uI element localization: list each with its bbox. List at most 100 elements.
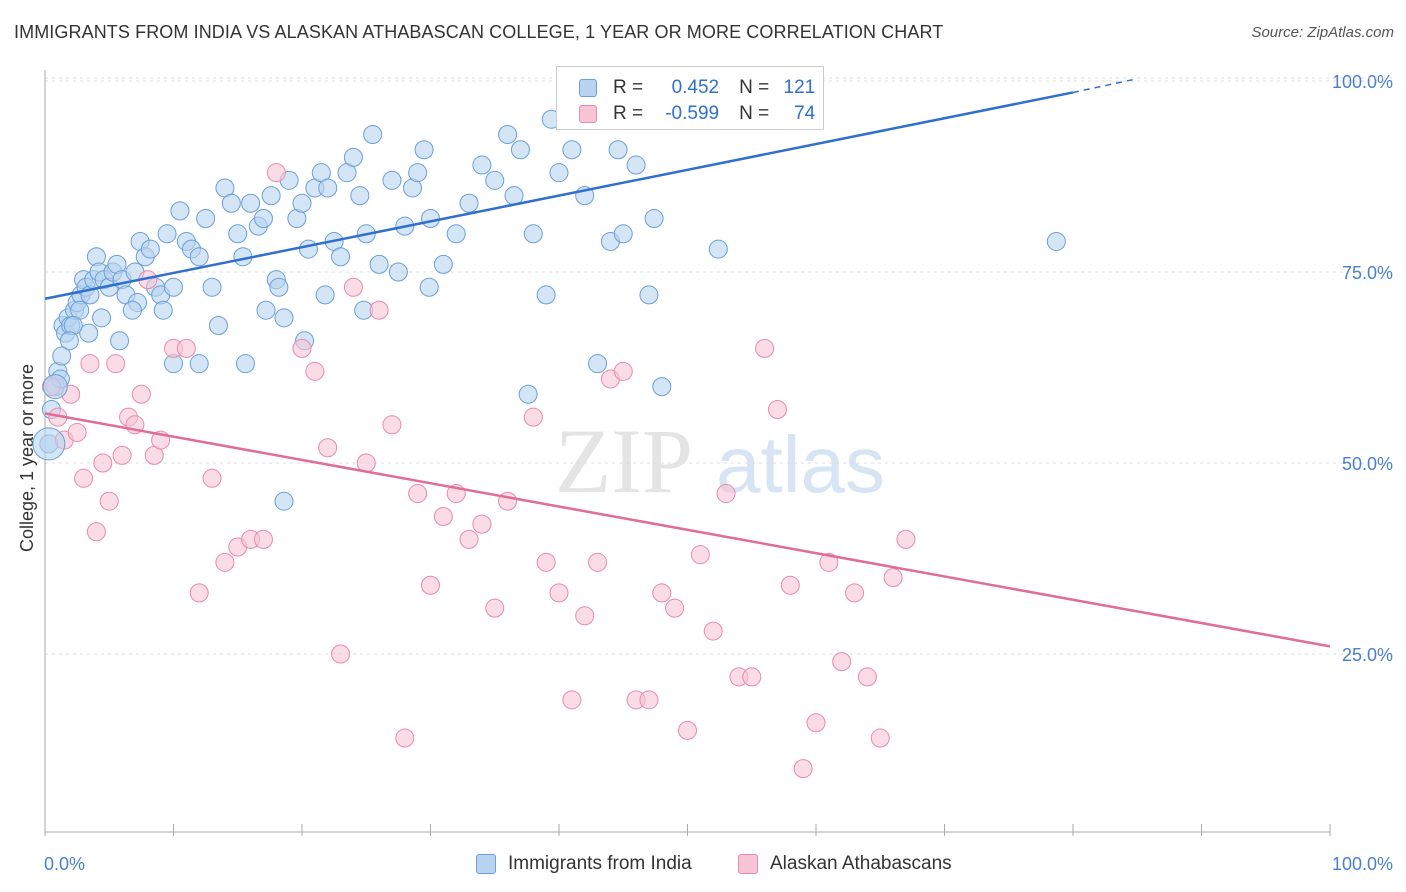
point-india <box>485 170 505 190</box>
trendline-india <box>44 91 1074 300</box>
legend-swatch-india <box>579 79 597 97</box>
point-india <box>122 300 142 320</box>
point-athabascan <box>613 361 633 381</box>
point-india <box>269 277 289 297</box>
point-athabascan <box>755 338 775 358</box>
point-india <box>708 239 728 259</box>
point-athabascan <box>588 552 608 572</box>
trendline-athabascan <box>44 412 1331 648</box>
y-tick-label: 50.0% <box>1342 454 1393 474</box>
legend-n-value-india: 121 <box>783 77 816 98</box>
point-india <box>414 140 434 160</box>
point-india <box>446 224 466 244</box>
point-athabascan <box>780 575 800 595</box>
legend-row-india: R = 0.452 N = 121 <box>579 75 815 101</box>
point-india <box>1046 231 1066 251</box>
point-athabascan <box>896 529 916 549</box>
point-india <box>253 209 273 229</box>
point-athabascan <box>639 690 659 710</box>
point-india <box>241 193 261 213</box>
legend-r-label: R = <box>613 103 644 124</box>
point-india <box>549 163 569 183</box>
point-india <box>363 124 383 144</box>
point-india <box>608 140 628 160</box>
point-india <box>140 239 160 259</box>
point-athabascan <box>433 506 453 526</box>
point-athabascan <box>665 598 685 618</box>
point-india <box>408 163 428 183</box>
point-athabascan <box>86 522 106 542</box>
point-athabascan <box>305 361 325 381</box>
point-india <box>459 193 479 213</box>
point-india <box>189 247 209 267</box>
point-athabascan <box>549 583 569 603</box>
point-india <box>92 308 112 328</box>
point-india <box>315 285 335 305</box>
legend-row-athabascan: R = -0.599 N = 74 <box>579 101 815 127</box>
point-athabascan <box>112 445 132 465</box>
point-india <box>504 186 524 206</box>
x-tick-label: 0.0% <box>44 854 85 874</box>
source-label: Source: ZipAtlas.com <box>1251 24 1394 41</box>
point-india <box>256 300 276 320</box>
point-india <box>274 491 294 511</box>
point-athabascan <box>369 300 389 320</box>
legend-r-label: R = <box>613 77 644 98</box>
y-tick-label: 100.0% <box>1332 72 1393 92</box>
point-india <box>110 331 130 351</box>
point-athabascan <box>318 438 338 458</box>
point-india <box>562 140 582 160</box>
point-india <box>523 224 543 244</box>
point-athabascan <box>93 453 113 473</box>
point-athabascan <box>215 552 235 572</box>
point-athabascan <box>832 652 852 672</box>
point-india <box>510 140 530 160</box>
point-athabascan <box>292 338 312 358</box>
bottom-legend-india: Immigrants from India <box>476 851 692 877</box>
point-india <box>274 308 294 328</box>
point-india <box>419 277 439 297</box>
legend-r-value-athabascan: -0.599 <box>665 103 720 124</box>
bottom-legend-swatch-india <box>476 854 496 874</box>
point-india <box>196 209 216 229</box>
point-athabascan <box>767 400 787 420</box>
y-tick-label: 75.0% <box>1342 263 1393 283</box>
point-athabascan <box>382 415 402 435</box>
point-india <box>644 209 664 229</box>
point-india <box>433 254 453 274</box>
legend-n-value-athabascan: 74 <box>794 103 816 124</box>
point-india-large <box>42 374 68 400</box>
point-athabascan <box>703 621 723 641</box>
point-athabascan <box>74 468 94 488</box>
point-athabascan <box>106 354 126 374</box>
point-athabascan <box>536 552 556 572</box>
bottom-legend-label-athabascan: Alaskan Athabascans <box>770 853 952 874</box>
point-india <box>228 224 248 244</box>
point-india-large <box>32 427 66 461</box>
point-athabascan <box>131 384 151 404</box>
bottom-legend-swatch-athabascan <box>738 854 758 874</box>
point-india <box>588 354 608 374</box>
point-athabascan <box>870 728 890 748</box>
point-athabascan <box>793 759 813 779</box>
point-india <box>52 346 72 366</box>
y-tick-label: 25.0% <box>1342 645 1393 665</box>
point-india <box>388 262 408 282</box>
point-athabascan <box>421 575 440 595</box>
point-india <box>343 147 363 167</box>
point-india <box>626 155 646 175</box>
point-india <box>350 186 370 206</box>
point-athabascan <box>857 667 877 687</box>
correlation-legend: R = 0.452 N = 121 R = -0.599 N = 74 <box>556 66 824 130</box>
point-athabascan <box>202 468 222 488</box>
legend-n-label: N = <box>739 103 770 124</box>
point-athabascan <box>395 728 415 748</box>
chart-title: IMMIGRANTS FROM INDIA VS ALASKAN ATHABAS… <box>14 22 944 42</box>
point-india <box>331 247 351 267</box>
point-india <box>261 186 281 206</box>
point-athabascan <box>742 667 762 687</box>
point-india <box>613 224 633 244</box>
point-athabascan <box>67 422 87 442</box>
point-athabascan <box>459 529 479 549</box>
point-athabascan <box>343 277 363 297</box>
